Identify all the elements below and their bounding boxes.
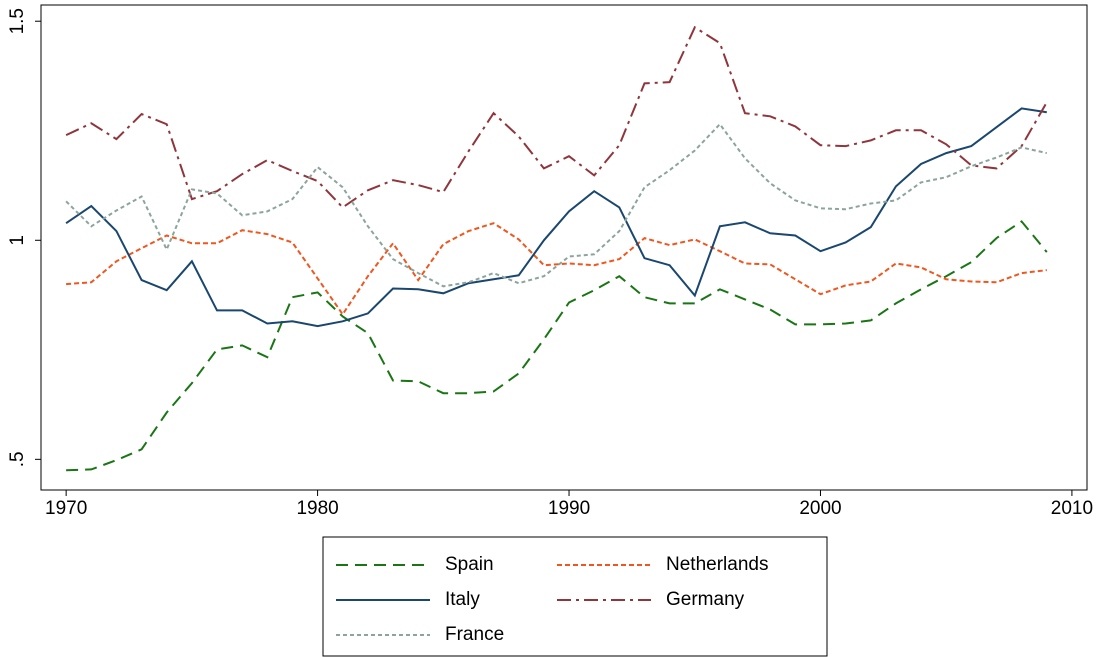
y-tick-label: .5 [7, 451, 28, 467]
legend-label: Spain [445, 554, 494, 575]
series-line [66, 222, 1047, 317]
y-tick-label: 1 [7, 235, 28, 246]
x-tick-label: 2010 [1051, 498, 1093, 519]
x-tick-label: 2000 [799, 498, 841, 519]
series-line [65, 25, 1048, 209]
legend-label: Germany [666, 589, 745, 610]
legend-label: Netherlands [666, 554, 768, 575]
series-line [66, 220, 1048, 472]
series-line [65, 122, 1048, 288]
x-tick-label: 1990 [548, 498, 590, 519]
x-tick-label: 1970 [45, 498, 87, 519]
series-line [65, 107, 1047, 328]
legend-label: Italy [445, 589, 480, 610]
x-tick-label: 1980 [296, 498, 338, 519]
legend-label: France [445, 624, 504, 645]
plot-frame [40, 4, 1088, 491]
legend-box [322, 536, 828, 657]
y-tick-label: 1.5 [7, 8, 28, 34]
